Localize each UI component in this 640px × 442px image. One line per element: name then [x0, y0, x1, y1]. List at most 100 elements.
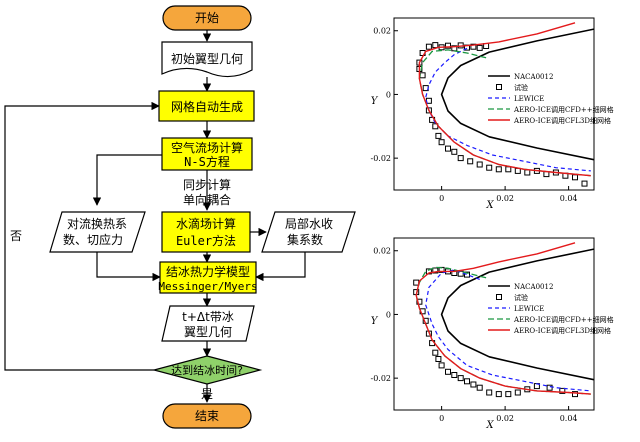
series-layer — [416, 22, 594, 187]
experiment-point — [457, 155, 464, 162]
y-tick-label: -0.02 — [370, 374, 391, 383]
iced-geometry-node — [161, 305, 255, 342]
airflow-node — [161, 137, 253, 171]
x-tick-label: 0 — [439, 414, 444, 423]
experiment-point — [425, 43, 432, 50]
experiment-point — [425, 107, 432, 114]
experiment-point — [467, 158, 474, 165]
no-label: 否 — [10, 229, 22, 243]
experiment-point — [432, 42, 439, 49]
arrow-convection-thermo — [96, 252, 161, 282]
experiment-point — [435, 132, 442, 139]
experiment-point — [559, 387, 566, 394]
legend-entry: LEWICE — [514, 305, 544, 313]
decision-node — [151, 355, 263, 385]
legend-swatch — [496, 84, 502, 90]
decision-label: 达到结冰时间? — [171, 364, 243, 377]
y-tick-label: 0.02 — [373, 27, 391, 36]
droplet-label-2: Euler方法 — [176, 233, 236, 248]
mesh-gen-label: 网格自动生成 — [171, 99, 243, 114]
experiment-point — [514, 167, 521, 174]
experiment-point — [470, 381, 477, 388]
series-layer — [413, 242, 594, 398]
sync-label-2: 单向耦合 — [183, 192, 231, 207]
y-axis-label: Y — [371, 96, 379, 107]
y-tick-label: 0 — [386, 310, 391, 319]
series-line-0 — [440, 28, 594, 161]
droplet-node — [161, 211, 251, 253]
experiment-point — [419, 72, 426, 79]
legend-entry: NACA0012 — [514, 283, 553, 291]
experiment-point — [572, 174, 578, 181]
legend-entry: AERO-ICE调用CFD++细网格 — [513, 105, 614, 114]
legend: NACA0012 试验 LEWICE AERO-ICE调用CFD++细网格 AERO-I… — [488, 73, 614, 125]
experiment-point — [435, 356, 442, 362]
legend-entry: AERO-ICE调用CFL3D细网格 — [513, 326, 611, 335]
experiment-point — [514, 389, 521, 396]
x-axis-label: X — [485, 200, 494, 211]
x-tick-label: 0.04 — [560, 414, 578, 423]
initial-geometry-node — [161, 41, 253, 78]
droplet-label-1: 水滴场计算 — [176, 216, 236, 231]
legend-entry: 试验 — [514, 293, 528, 302]
experiment-point — [438, 362, 445, 369]
experiment-point — [505, 166, 512, 173]
series-line-0 — [440, 248, 594, 381]
ice-shape-chart-1: 0 0.02 0.04 0.02 0 -0.02 NACA0012 试验 LEWICE AERO… — [370, 17, 614, 211]
experiment-point — [438, 139, 445, 146]
sync-label-1: 同步计算 — [183, 177, 231, 192]
y-tick-label: -0.02 — [370, 154, 391, 163]
arrow-loop-back — [4, 101, 160, 371]
experiment-point — [476, 44, 483, 51]
legend: NACA0012 试验 LEWICE AERO-ICE调用CFD++细网格 AERO-I… — [488, 283, 614, 335]
experiment-point — [464, 378, 470, 385]
experiment-point — [416, 298, 423, 305]
x-axis-label: X — [485, 420, 494, 431]
experiment-point — [445, 368, 451, 375]
experiment-point — [476, 161, 483, 168]
experiment-point — [581, 180, 588, 187]
experiment-point — [486, 164, 493, 171]
experiment-point — [457, 375, 464, 382]
x-tick-label: 0.04 — [560, 194, 578, 203]
thermo-label-2: Messinger/Myers — [158, 280, 257, 293]
experiment-point — [486, 389, 493, 396]
axis-ticks: 0 0.02 0.04 0.02 0 -0.02 — [370, 247, 577, 423]
initial-geometry-label: 初始翼型几何 — [171, 52, 243, 66]
experiment-point — [432, 349, 439, 356]
experiment-point — [464, 271, 470, 278]
airflow-label-1: 空气流场计算 — [171, 140, 243, 155]
plot-frame — [393, 237, 595, 411]
collection-node — [261, 211, 356, 253]
experiment-point — [495, 166, 502, 173]
ice-shape-chart-2: 0 0.02 0.04 0.02 0 -0.02 NACA0012 试验 LEWICE AERO… — [370, 237, 614, 431]
experiment-point — [524, 169, 531, 176]
yes-label: 是 — [201, 387, 213, 401]
legend-entry: AERO-ICE调用CFL3D细网格 — [513, 116, 611, 125]
y-tick-label: 0 — [386, 90, 391, 99]
experiment-point — [445, 42, 451, 49]
experiment-point — [432, 267, 439, 274]
flowchart — [4, 5, 356, 429]
start-terminal — [162, 5, 252, 31]
x-tick-label: 0.02 — [496, 414, 514, 423]
iced-label-2: 翼型几何 — [184, 325, 232, 339]
end-label: 结束 — [195, 409, 219, 423]
experiment-point — [495, 391, 502, 398]
legend-entry: LEWICE — [514, 95, 544, 103]
legend-entry: 试验 — [514, 83, 528, 92]
experiment-point — [546, 384, 553, 391]
iced-label-1: t+Δt带冰 — [182, 310, 234, 324]
x-tick-label: 0 — [439, 194, 444, 203]
flowchart-labels: 开始 初始翼型几何 网格自动生成 空气流场计算 N-S方程 同步计算 单向耦合 … — [10, 11, 333, 423]
experiment-point — [505, 391, 512, 398]
legend-entry: NACA0012 — [514, 73, 553, 81]
x-tick-label: 0.02 — [496, 194, 514, 203]
collection-label-2: 集系数 — [287, 232, 323, 247]
convection-label-2: 数、切应力 — [63, 232, 123, 247]
thermo-node — [159, 261, 257, 294]
y-axis-label: Y — [371, 316, 379, 327]
arrow-collection-thermo — [255, 252, 306, 282]
plot-frame — [393, 17, 595, 191]
